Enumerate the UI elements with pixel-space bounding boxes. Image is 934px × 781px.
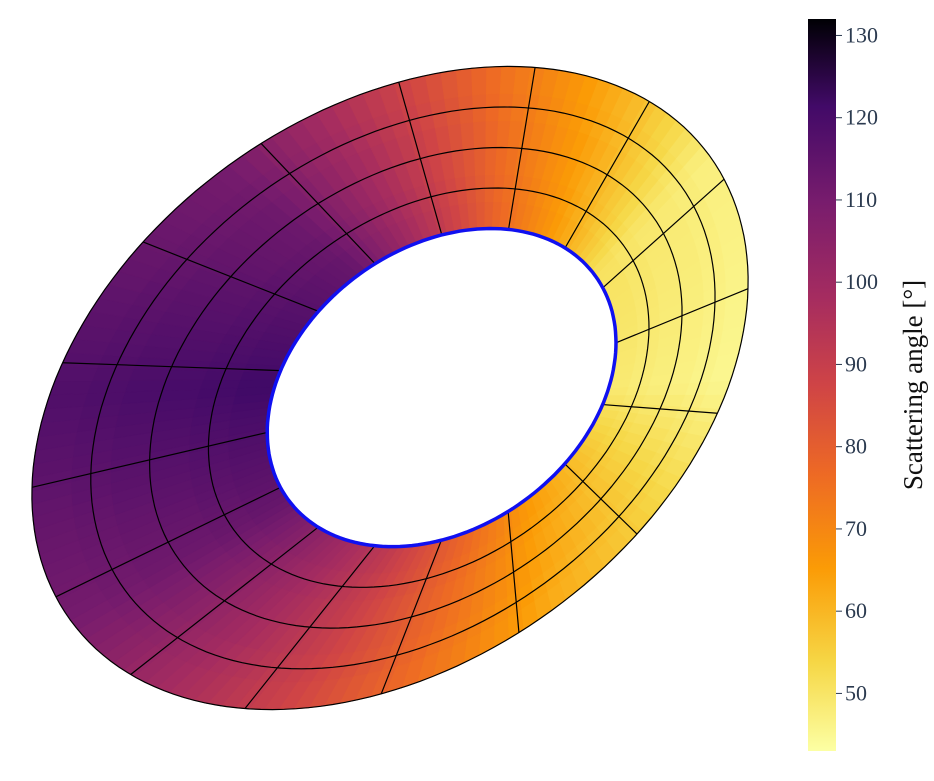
colorbar-tick-label: 90 — [845, 351, 867, 376]
surface-cell — [475, 201, 486, 230]
surface-cell — [54, 366, 98, 382]
grid-spoke-line — [564, 101, 650, 249]
colorbar-tick-label: 100 — [845, 269, 878, 294]
grid-spoke-line — [602, 403, 718, 414]
colorbar-tick-label: 50 — [845, 680, 867, 705]
grid-spoke-line — [260, 143, 376, 265]
colorbar-tick-label: 120 — [845, 105, 878, 130]
colorbar: 50 60 70 80 90 100 110 120 130 Scattering angle … — [808, 19, 928, 751]
grid-spoke-line — [244, 545, 376, 709]
colorbar-tick-label: 70 — [845, 516, 867, 541]
grid-spoke-line — [507, 511, 520, 633]
surface-cell — [165, 369, 208, 381]
surface-cell — [471, 66, 488, 96]
colorbar-tick-label: 110 — [845, 187, 877, 212]
grid-spoke-line — [62, 362, 281, 372]
surface-cell — [485, 66, 503, 95]
surface-cell — [128, 368, 171, 381]
surface-cell — [473, 120, 487, 150]
grid-ring-line — [207, 187, 650, 588]
grid-spoke-line — [31, 431, 268, 488]
colorbar-tick-label: 80 — [845, 434, 867, 459]
grid-spoke-line — [380, 539, 442, 695]
grid-spoke-line — [602, 178, 725, 289]
grid-ring-line — [90, 106, 716, 670]
colorbar-tick-label: 130 — [845, 22, 878, 47]
grid-spoke-line — [130, 526, 319, 675]
surface-cell — [161, 379, 204, 392]
surface-cell — [124, 379, 167, 393]
surface-cell — [60, 352, 104, 369]
surface-cell — [440, 69, 460, 100]
colorbar-gradient — [808, 19, 836, 751]
grid-spoke-line — [507, 67, 536, 230]
surface-cell — [44, 393, 88, 410]
grid-ring-line — [148, 146, 683, 629]
surface-cell — [49, 380, 93, 396]
grid-spoke-line — [398, 81, 443, 236]
surface-cell — [455, 67, 474, 98]
inner-boundary-line — [265, 226, 618, 549]
grid-spoke-line — [564, 463, 638, 535]
colorbar-ticks: 50 60 70 80 90 100 110 120 130 — [836, 22, 878, 705]
surface-cell — [460, 121, 475, 151]
grid-spoke-line — [55, 486, 281, 598]
grid-spoke-line — [615, 288, 749, 344]
colorbar-title: Scattering angle [°] — [898, 280, 928, 490]
grid-ring-line — [31, 65, 749, 711]
surface-cell — [236, 379, 278, 389]
surface-cell — [474, 147, 487, 176]
surface-cell — [462, 148, 476, 177]
surface-cell — [485, 120, 499, 149]
surface-grid — [31, 65, 749, 711]
colorbar-tick-label: 60 — [845, 598, 867, 623]
grid-spoke-line — [142, 241, 319, 312]
